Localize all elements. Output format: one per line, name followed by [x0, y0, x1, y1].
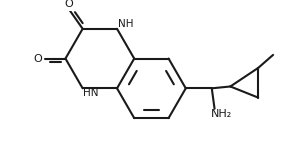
Text: O: O [33, 54, 42, 64]
Text: NH: NH [118, 19, 133, 29]
Text: HN: HN [83, 88, 99, 98]
Text: NH₂: NH₂ [210, 109, 232, 119]
Text: O: O [64, 0, 73, 9]
